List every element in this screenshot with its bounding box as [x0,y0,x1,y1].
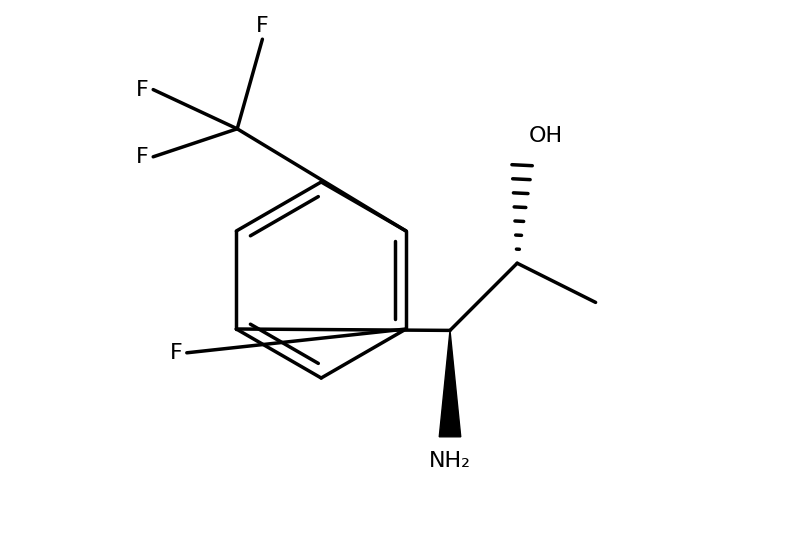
Text: F: F [256,16,269,36]
Text: OH: OH [529,125,563,146]
Text: F: F [136,80,149,100]
Text: F: F [136,147,149,167]
Text: F: F [169,343,182,363]
Text: NH₂: NH₂ [429,451,471,471]
Polygon shape [439,330,461,437]
